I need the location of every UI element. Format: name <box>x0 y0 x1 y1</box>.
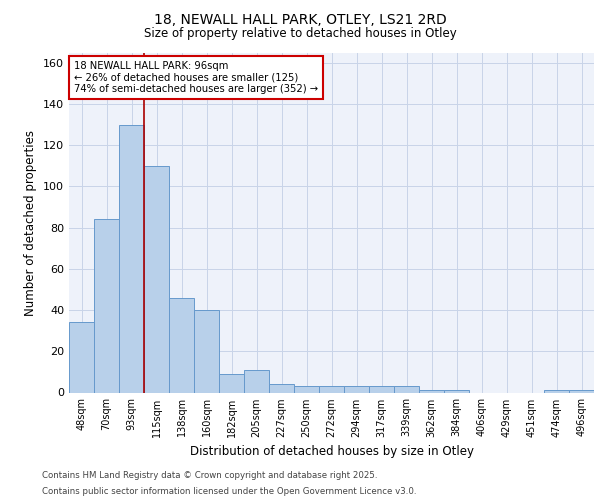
Text: Contains public sector information licensed under the Open Government Licence v3: Contains public sector information licen… <box>42 487 416 496</box>
Bar <box>394 386 419 392</box>
Bar <box>319 386 344 392</box>
Bar <box>344 386 369 392</box>
Bar <box>369 386 394 392</box>
Bar <box>569 390 594 392</box>
Bar <box>69 322 94 392</box>
X-axis label: Distribution of detached houses by size in Otley: Distribution of detached houses by size … <box>190 445 473 458</box>
Y-axis label: Number of detached properties: Number of detached properties <box>25 130 37 316</box>
Bar <box>169 298 194 392</box>
Bar <box>419 390 444 392</box>
Bar <box>94 220 119 392</box>
Bar <box>294 386 319 392</box>
Bar <box>219 374 244 392</box>
Bar <box>444 390 469 392</box>
Text: Contains HM Land Registry data © Crown copyright and database right 2025.: Contains HM Land Registry data © Crown c… <box>42 470 377 480</box>
Bar <box>144 166 169 392</box>
Bar <box>194 310 219 392</box>
Bar <box>119 124 144 392</box>
Text: Size of property relative to detached houses in Otley: Size of property relative to detached ho… <box>143 28 457 40</box>
Text: 18, NEWALL HALL PARK, OTLEY, LS21 2RD: 18, NEWALL HALL PARK, OTLEY, LS21 2RD <box>154 12 446 26</box>
Bar <box>269 384 294 392</box>
Text: 18 NEWALL HALL PARK: 96sqm
← 26% of detached houses are smaller (125)
74% of sem: 18 NEWALL HALL PARK: 96sqm ← 26% of deta… <box>74 60 318 94</box>
Bar <box>544 390 569 392</box>
Bar <box>244 370 269 392</box>
